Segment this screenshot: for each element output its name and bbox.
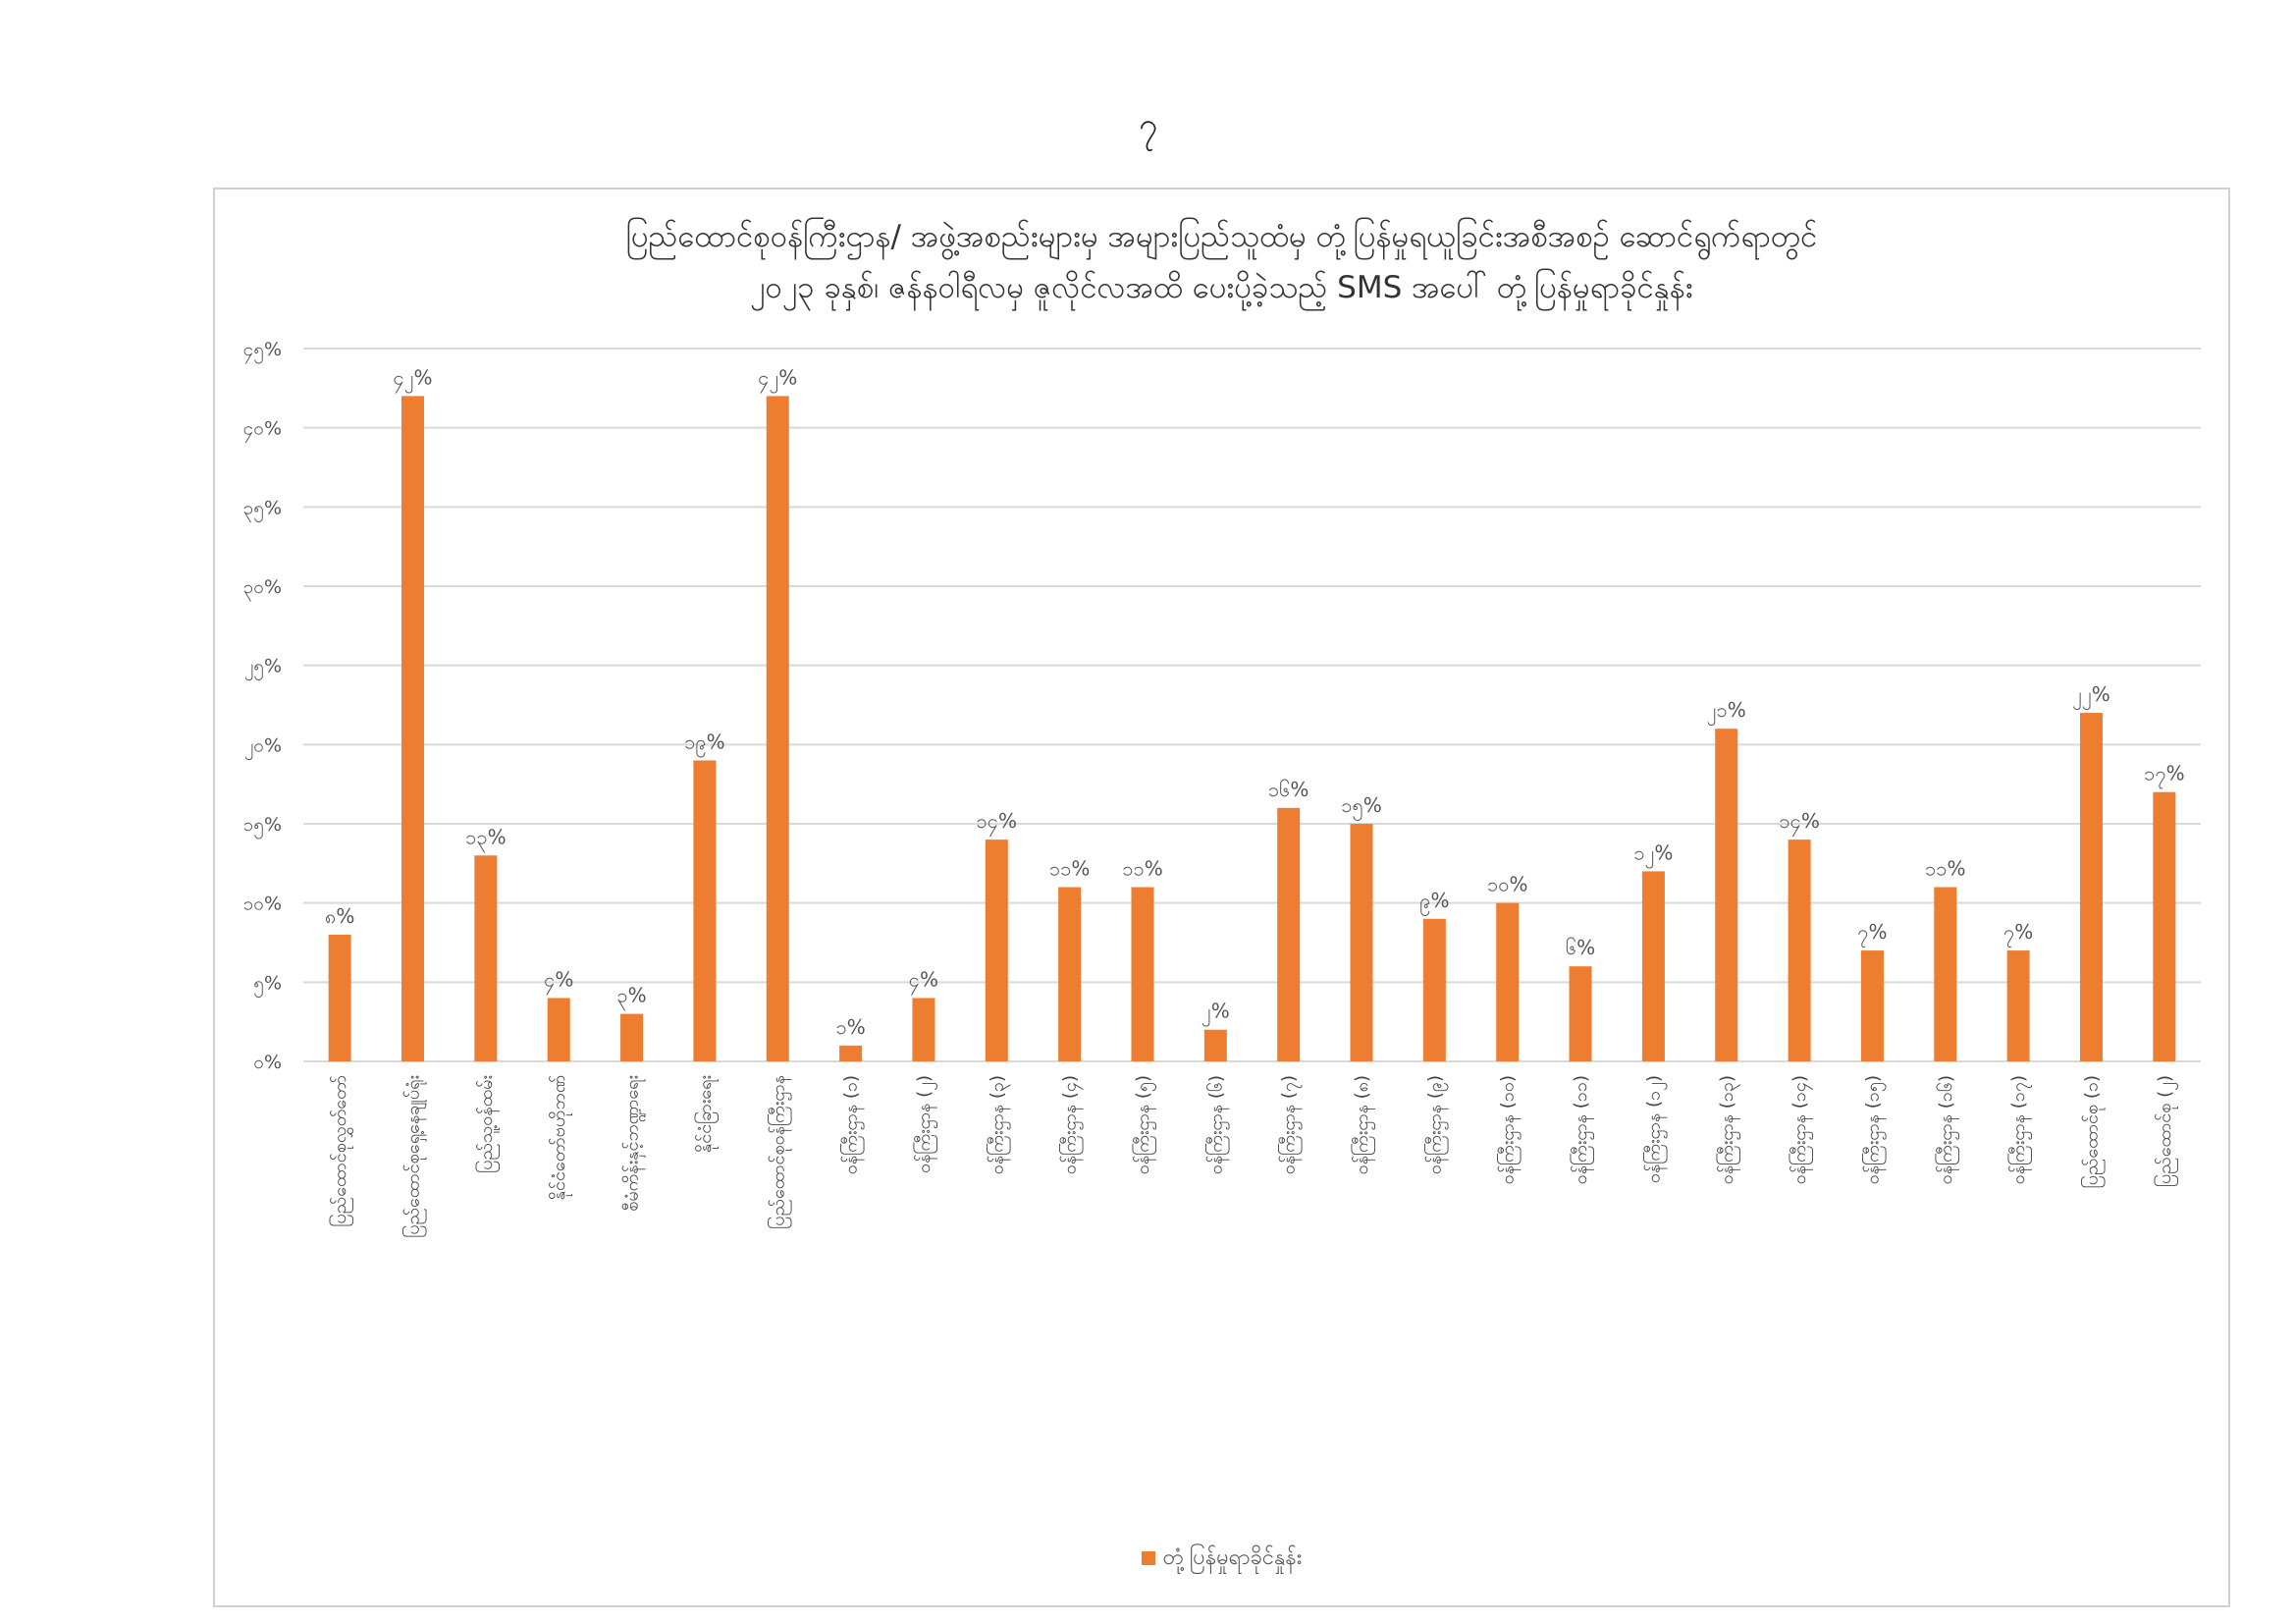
bar (1641, 871, 1665, 1061)
bar (474, 855, 498, 1061)
bar (1934, 887, 1957, 1061)
x-tick-label: ပြည်သူ့ဝန်ထမ်း (475, 1075, 500, 1173)
x-tick-label: ပြည်ထောင်စုလွှတ်တော် (329, 1075, 353, 1226)
data-label: ၂၁% (1707, 698, 1746, 726)
data-label: ၁၁% (1925, 857, 1966, 881)
x-tick-label: နိုင်ငံခြားရေး (694, 1075, 719, 1153)
bar (1715, 729, 1738, 1061)
x-tick-label: ဝန်ကြီးဌာန (၁၀) (1497, 1075, 1522, 1184)
bar (1496, 902, 1520, 1061)
x-tick-label: ပြည်ထောင်စု (၁) (2080, 1075, 2105, 1188)
x-tick-label: ဝန်ကြီးဌာန (၈) (1351, 1075, 1375, 1174)
data-label: ၆% (1566, 936, 1595, 959)
x-tick-label: ဝန်ကြီးဌာန (၄) (1059, 1075, 1084, 1174)
x-tick-label: ပြည်ထောင်စုဝန်ကြီးဌာန (767, 1075, 791, 1229)
x-tick-label: ပြည်ထောင်စု (၂) (2154, 1075, 2178, 1187)
data-label: ၇% (1857, 920, 1887, 947)
y-tick-label: ၃၅% (243, 497, 282, 522)
data-label: ၉% (1419, 889, 1449, 916)
data-label: ၁၄% (1779, 809, 1820, 837)
y-tick-label: ၅% (253, 972, 282, 998)
x-tick-label: ဝန်ကြီးဌာန (၁၂) (1642, 1075, 1667, 1183)
bar (1350, 824, 1373, 1061)
x-tick-label: ဝန်ကြီးဌာန (၁၃) (1716, 1075, 1740, 1184)
bar (547, 998, 570, 1061)
data-label: ၁၃% (465, 825, 507, 852)
x-tick-label: ဝန်ကြီးဌာန (၆) (1204, 1075, 1229, 1174)
data-label: ၁၄% (977, 809, 1018, 837)
x-tick-label: ဝန်ကြီးဌာန (၂) (913, 1075, 937, 1173)
x-tick-label: ဝန်ကြီးဌာန (၃) (986, 1075, 1010, 1174)
data-label: ၁% (835, 1015, 865, 1039)
data-label: ၈% (325, 904, 354, 928)
y-tick-label: ၄၀% (243, 418, 282, 444)
data-label: ၁၅% (1341, 793, 1382, 821)
bar (912, 998, 935, 1061)
bar (2006, 950, 2030, 1061)
bar (1277, 807, 1301, 1061)
bar (2153, 791, 2176, 1061)
x-tick-label: ဝန်ကြီးဌာန (၁၄) (1789, 1075, 1813, 1184)
y-tick-label: ၃၀% (243, 576, 282, 602)
bar (1569, 966, 1592, 1061)
x-tick-label: ဝန်ကြီးဌာန (၅) (1132, 1075, 1156, 1174)
legend-label: တုံ့ပြန်မှုရာခိုင်နှုန်း (1162, 1545, 1303, 1570)
chart-frame: ပြည်ထောင်စုဝန်ကြီးဌာန/ အဖွဲ့အစည်းများမှ … (213, 188, 2230, 1607)
x-tick-label: ဝန်ကြီးဌာန (၁) (840, 1075, 865, 1174)
y-tick-label: ၁၅% (243, 814, 282, 839)
x-tick-label: ဝန်ကြီးဌာန (၁၆) (1935, 1075, 1959, 1184)
chart-title-line-1: ပြည်ထောင်စုဝန်ကြီးဌာန/ အဖွဲ့အစည်းများမှ … (625, 219, 1818, 254)
bar (1203, 1029, 1227, 1061)
bar (1788, 839, 1811, 1061)
y-tick-label: ၀% (253, 1052, 282, 1073)
x-tick-label: နိုင်ငံတော်ဗဟိုဘဏ် (549, 1075, 572, 1200)
y-tick-label: ၂၅% (244, 656, 282, 681)
data-label: ၄% (544, 967, 573, 995)
data-label: ၃% (616, 984, 646, 1011)
bar (985, 839, 1008, 1061)
data-label: ၁၁% (1049, 857, 1091, 881)
bar (693, 760, 717, 1061)
data-label: ၁၇% (2144, 762, 2185, 789)
bar (766, 396, 789, 1061)
data-label: ၁၆% (1268, 778, 1309, 801)
data-label: ၁၉% (684, 730, 725, 757)
page-number: ၇ (1138, 106, 1158, 145)
legend: တုံ့ပြန်မှုရာခိုင်နှုန်း (215, 1543, 2228, 1575)
x-tick-label: ဝန်ကြီးဌာန (၁၇) (2007, 1075, 2032, 1184)
data-label: ၂၂% (2072, 682, 2110, 710)
bar (1131, 887, 1154, 1061)
data-label: ၁၂% (1633, 840, 1673, 868)
data-label: ၄% (909, 967, 938, 995)
data-label: ၄၂% (758, 365, 797, 393)
y-tick-label: ၄၅% (243, 339, 282, 364)
bar (1422, 918, 1446, 1061)
x-tick-label: ပြည်ထောင်စုရှေ့နေချုပ်ရုံး (402, 1075, 427, 1238)
bar (401, 396, 425, 1061)
x-tick-label: ဝန်ကြီးဌာန (၉) (1423, 1075, 1448, 1174)
data-label: ၂% (1201, 1000, 1230, 1027)
bar-chart: ၀% ၅% ၁၀% ၁၅% ၂၀% ၂၅% ၃၀% ၃၅% ၄၀% ၄၅% ၈% ပြည်ထောင်စ… (243, 339, 2201, 1238)
chart-title-line-2: ၂၀၂၃ ခုနှစ်၊ ဇန်နဝါရီလမှ ဇူလိုင်လအထိ ပေး… (750, 270, 1693, 305)
data-label: ၇% (2003, 920, 2033, 947)
data-label: ၄၂% (393, 365, 432, 393)
x-tick-label: ဝန်ကြီးဌာန (၁၅) (1861, 1075, 1886, 1184)
x-tick-label: စီမံကိန်းနှင့်ဘဏ္ဍာရေး (622, 1075, 646, 1212)
legend-swatch (1141, 1551, 1155, 1565)
bar (328, 934, 351, 1061)
x-tick-label: ဝန်ကြီးဌာန (၇) (1278, 1075, 1303, 1174)
bar (620, 1013, 644, 1061)
data-label: ၁၀% (1487, 873, 1528, 896)
bar (1058, 887, 1082, 1061)
bar (839, 1045, 863, 1061)
x-tick-label: ဝန်ကြီးဌာန (၁၁) (1570, 1075, 1594, 1184)
chart-title: ပြည်ထောင်စုဝန်ကြီးဌာန/ အဖွဲ့အစည်းများမှ … (215, 211, 2228, 313)
y-tick-label: ၁၀% (243, 893, 282, 915)
data-label: ၁၁% (1122, 857, 1163, 881)
bar (1860, 950, 1884, 1061)
y-tick-label: ၂၀% (244, 734, 282, 760)
bar (2079, 713, 2103, 1061)
